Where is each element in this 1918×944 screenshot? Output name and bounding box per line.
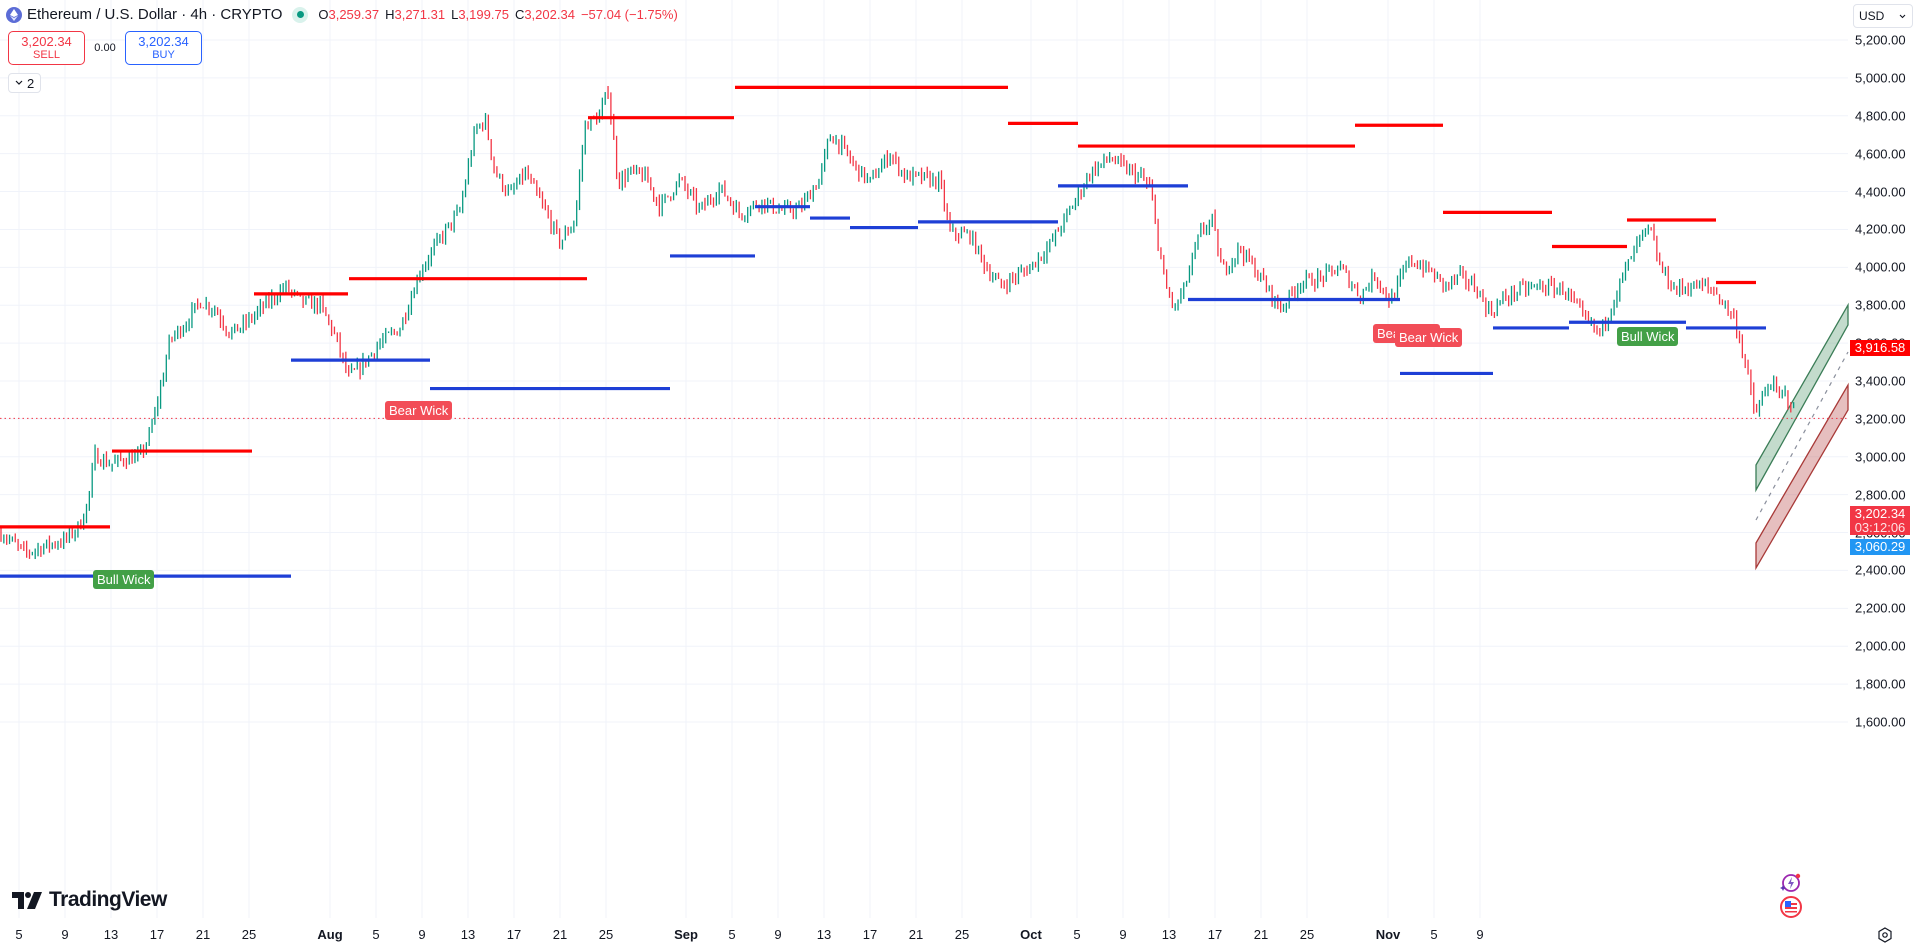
tradingview-wordmark: TradingView bbox=[49, 888, 167, 911]
support-resistance-levels bbox=[0, 85, 1766, 578]
last-price-tag: 3,202.34 03:12:06 bbox=[1850, 506, 1910, 535]
price-tick-label: 4,000.00 bbox=[1855, 259, 1906, 275]
price-tick-label: 5,200.00 bbox=[1855, 32, 1906, 48]
resistance-price-tag: 3,916.58 bbox=[1850, 340, 1910, 356]
buy-price: 3,202.34 bbox=[138, 33, 189, 49]
ethereum-logo-icon bbox=[6, 6, 22, 23]
time-tick-label: 25 bbox=[598, 927, 614, 942]
time-tick-label: 25 bbox=[1299, 927, 1315, 942]
trade-panel: 3,202.34 SELL 0.00 3,202.34 BUY bbox=[8, 31, 202, 65]
time-tick-label: 9 bbox=[418, 927, 426, 942]
time-tick-label: 5 bbox=[1430, 927, 1438, 942]
bull-wick-label: Bull Wick bbox=[1617, 327, 1679, 346]
last-price: 3,202.34 bbox=[1854, 506, 1906, 521]
time-tick-label: 13 bbox=[1161, 927, 1177, 942]
time-tick-label: 21 bbox=[908, 927, 924, 942]
price-tick-label: 2,000.00 bbox=[1855, 638, 1906, 654]
low-key: L bbox=[451, 7, 459, 22]
price-tick-label: 5,000.00 bbox=[1855, 70, 1906, 86]
time-tick-label: Nov bbox=[1375, 927, 1401, 942]
price-tick-label: 3,400.00 bbox=[1855, 373, 1906, 389]
time-tick-label: Oct bbox=[1020, 927, 1042, 942]
buy-label: BUY bbox=[152, 48, 175, 61]
spread-value: 0.00 bbox=[94, 42, 116, 54]
low-value: 3,199.75 bbox=[458, 7, 509, 22]
time-tick-label: 17 bbox=[506, 927, 522, 942]
bar-countdown: 03:12:06 bbox=[1854, 520, 1906, 535]
price-tick-label: 4,800.00 bbox=[1855, 108, 1906, 124]
price-tick-label: 2,400.00 bbox=[1855, 562, 1906, 578]
bear-wick-label: Bear Wick bbox=[385, 401, 453, 420]
time-tick-label: 9 bbox=[61, 927, 69, 942]
high-value: 3,271.31 bbox=[394, 7, 446, 22]
time-tick-label: 13 bbox=[460, 927, 476, 942]
open-key: O bbox=[318, 7, 329, 22]
time-tick-label: 17 bbox=[862, 927, 878, 942]
time-tick-label: 13 bbox=[816, 927, 832, 942]
time-tick-label: 5 bbox=[372, 927, 380, 942]
buy-button[interactable]: 3,202.34 BUY bbox=[125, 31, 202, 65]
bull-wick-label: Bull Wick bbox=[93, 570, 155, 589]
chart-settings-icon[interactable] bbox=[1876, 926, 1894, 944]
tradingview-logo[interactable]: TradingView bbox=[12, 888, 167, 912]
price-change: −57.04 (−1.75%) bbox=[580, 7, 678, 22]
high-key: H bbox=[385, 7, 395, 22]
time-tick-label: 5 bbox=[15, 927, 23, 942]
time-tick-label: 13 bbox=[103, 927, 119, 942]
price-tick-label: 2,800.00 bbox=[1855, 487, 1906, 503]
support-price-tag: 3,060.29 bbox=[1850, 539, 1910, 555]
price-tick-label: 1,800.00 bbox=[1855, 676, 1906, 692]
price-tick-label: 4,400.00 bbox=[1855, 184, 1906, 200]
price-tick-label: 3,200.00 bbox=[1855, 411, 1906, 427]
price-tick-label: 3,000.00 bbox=[1855, 449, 1906, 465]
ai-lightning-icon[interactable] bbox=[1779, 872, 1801, 894]
chevron-down-icon bbox=[15, 80, 23, 85]
support-price: 3,060.29 bbox=[1854, 539, 1906, 554]
time-tick-label: 17 bbox=[1207, 927, 1223, 942]
time-tick-label: 25 bbox=[241, 927, 257, 942]
close-key: C bbox=[514, 7, 525, 22]
price-tick-label: 4,600.00 bbox=[1855, 146, 1906, 162]
close-value: 3,202.34 bbox=[524, 7, 575, 22]
sell-button[interactable]: 3,202.34 SELL bbox=[8, 31, 85, 65]
indicators-count: 2 bbox=[27, 75, 35, 91]
tradingview-logo-icon bbox=[12, 891, 42, 909]
time-tick-label: Aug bbox=[317, 927, 343, 942]
time-tick-label: 25 bbox=[954, 927, 970, 942]
time-tick-label: 21 bbox=[552, 927, 568, 942]
time-tick-label: 9 bbox=[1476, 927, 1484, 942]
currency-value: USD bbox=[1859, 9, 1885, 23]
time-tick-label: 21 bbox=[1253, 927, 1269, 942]
sell-price: 3,202.34 bbox=[21, 33, 72, 49]
currency-select[interactable]: USD bbox=[1853, 4, 1913, 28]
ohlc-bars bbox=[0, 86, 1795, 560]
symbol-legend: Ethereum / U.S. Dollar · 4h · CRYPTO O3,… bbox=[6, 6, 678, 23]
indicators-toggle-button[interactable]: 2 bbox=[8, 73, 42, 93]
sell-label: SELL bbox=[33, 48, 60, 61]
chevron-down-icon bbox=[1899, 14, 1906, 18]
symbol-title[interactable]: Ethereum / U.S. Dollar · 4h · CRYPTO bbox=[27, 6, 283, 23]
us-flag-events-icon[interactable] bbox=[1780, 896, 1802, 918]
grid bbox=[0, 0, 1848, 918]
bear-wick-label: Bear Wick bbox=[1395, 328, 1463, 347]
time-tick-label: 9 bbox=[774, 927, 782, 942]
time-tick-label: 21 bbox=[195, 927, 211, 942]
market-status-icon[interactable] bbox=[292, 6, 309, 23]
time-tick-label: 5 bbox=[728, 927, 736, 942]
price-tick-label: 3,800.00 bbox=[1855, 297, 1906, 313]
time-tick-label: 9 bbox=[1119, 927, 1127, 942]
price-tick-label: 2,200.00 bbox=[1855, 600, 1906, 616]
resistance-price: 3,916.58 bbox=[1854, 340, 1906, 355]
open-value: 3,259.37 bbox=[328, 7, 380, 22]
time-tick-label: 17 bbox=[149, 927, 165, 942]
time-tick-label: 5 bbox=[1073, 927, 1081, 942]
price-tick-label: 4,200.00 bbox=[1855, 221, 1906, 237]
time-tick-label: Sep bbox=[674, 927, 698, 942]
price-tick-label: 1,600.00 bbox=[1855, 714, 1906, 730]
